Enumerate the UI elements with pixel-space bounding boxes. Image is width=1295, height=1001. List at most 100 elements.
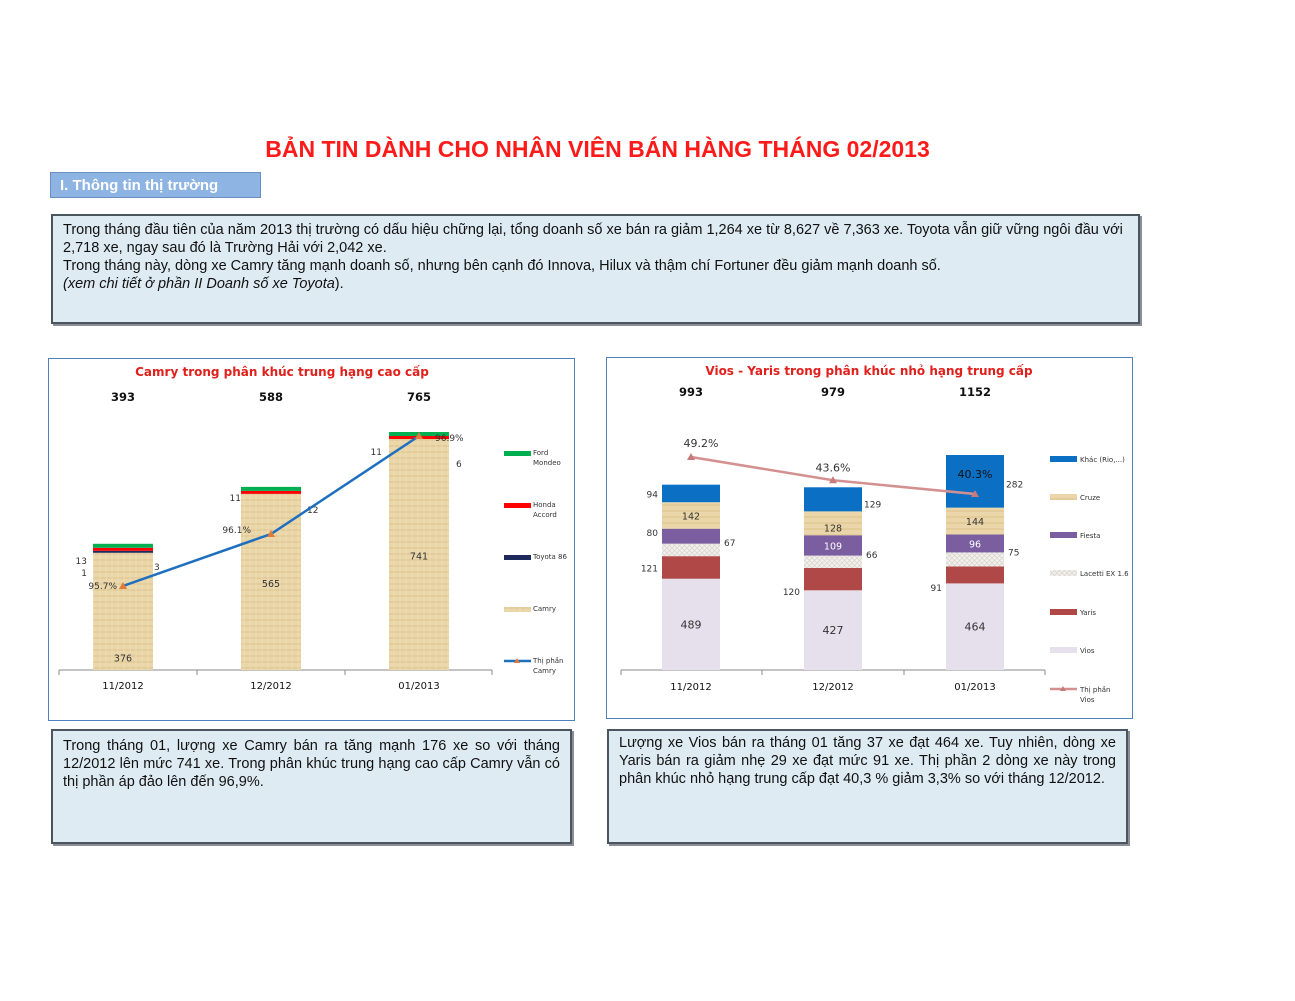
label-camry-2: 741 bbox=[410, 552, 428, 563]
label-fiesta-2: 96 bbox=[969, 539, 981, 550]
legend-marker-4 bbox=[514, 658, 520, 663]
bar-lacetti-ex-1-6-2 bbox=[946, 552, 1004, 567]
x-tick-label-2: 01/2013 bbox=[954, 682, 996, 693]
total-2: 1152 bbox=[959, 385, 991, 399]
label-honda-accord-1: 12 bbox=[307, 506, 318, 516]
label-toyota86-0: 1 bbox=[81, 569, 87, 579]
legend-swatch-5 bbox=[1050, 647, 1077, 653]
share-point-0 bbox=[119, 582, 127, 589]
label-cruze-0: 142 bbox=[682, 511, 700, 522]
legend-label-4: Yaris bbox=[1079, 609, 1096, 617]
share-label-2: 96.9% bbox=[435, 434, 464, 444]
share-label-1: 96.1% bbox=[222, 526, 251, 536]
legend-label-0-b: Mondeo bbox=[533, 459, 561, 467]
label-cruze-2: 144 bbox=[966, 517, 984, 528]
bar-vios-0 bbox=[662, 578, 720, 670]
camry-segment-chart: Camry trong phân khúc trung hạng cao cấp… bbox=[58, 365, 568, 692]
legend-label-6: Thị phần bbox=[1079, 686, 1111, 694]
bar-yaris-2 bbox=[946, 566, 1004, 584]
x-tick-label-0: 11/2012 bbox=[102, 681, 144, 692]
label-camry-1: 565 bbox=[262, 579, 280, 590]
x-tick-label-1: 12/2012 bbox=[812, 682, 854, 693]
bar-fiesta-0 bbox=[662, 528, 720, 544]
legend-swatch-3 bbox=[1050, 570, 1077, 576]
share-label-1: 43.6% bbox=[816, 461, 851, 474]
bar-cruze-1 bbox=[804, 511, 862, 536]
legend-label-4: Thị phần bbox=[532, 657, 564, 665]
legend-label-4-b: Camry bbox=[533, 667, 556, 675]
legend-swatch-1 bbox=[504, 503, 531, 508]
label-yaris-1: 120 bbox=[783, 588, 800, 598]
legend-label-6-b: Vios bbox=[1080, 696, 1095, 704]
share-point-1 bbox=[829, 476, 837, 484]
camry-note-box: Trong tháng 01, lượng xe Camry bán ra tă… bbox=[51, 729, 572, 844]
intro-reference: (xem chi tiết ở phần II Doanh số xe Toyo… bbox=[63, 276, 335, 292]
label-ford-mondeo-2: 11 bbox=[371, 448, 382, 458]
legend-swatch-3 bbox=[504, 607, 531, 612]
label-vios-2: 464 bbox=[965, 621, 986, 634]
label-khac-1: 129 bbox=[864, 500, 881, 510]
section-heading-market-info: I. Thông tin thị trường bbox=[50, 172, 261, 198]
intro-paragraph-1: Trong tháng đầu tiên của năm 2013 thị tr… bbox=[63, 222, 1123, 256]
share-label-0: 95.7% bbox=[88, 582, 117, 592]
total-1: 588 bbox=[259, 390, 283, 404]
intro-paragraph-2: Trong tháng này, dòng xe Camry tăng mạnh… bbox=[63, 258, 941, 274]
total-1: 979 bbox=[821, 385, 845, 399]
intro-reference-tail: ). bbox=[334, 276, 344, 292]
share-point-2 bbox=[415, 432, 423, 439]
label-camry-0: 376 bbox=[114, 653, 132, 664]
bar-lacetti-ex-1-6-0 bbox=[662, 543, 720, 557]
label-honda-accord-2: 6 bbox=[456, 460, 462, 470]
bar-vios-1 bbox=[804, 590, 862, 670]
bar-yaris-0 bbox=[662, 556, 720, 579]
bar-fiesta-2 bbox=[946, 534, 1004, 553]
chart-title: Vios - Yaris trong phân khúc nhỏ hạng tr… bbox=[705, 364, 1033, 378]
label-lacetti-1: 66 bbox=[866, 551, 878, 561]
market-intro-box: Trong tháng đầu tiên của năm 2013 thị tr… bbox=[51, 214, 1140, 324]
label-fiesta-1: 109 bbox=[824, 541, 842, 552]
legend-label-1: Cruze bbox=[1080, 494, 1100, 502]
share-point-0 bbox=[687, 453, 695, 460]
bar-kh-c-rio-1 bbox=[804, 487, 862, 512]
legend-label-1-b: Accord bbox=[533, 511, 557, 519]
share-point-1 bbox=[267, 530, 275, 537]
bar-camry-2 bbox=[389, 439, 449, 670]
legend-marker-6 bbox=[1060, 686, 1066, 691]
label-vios-0: 489 bbox=[681, 618, 702, 631]
label-yaris-2: 91 bbox=[931, 584, 942, 594]
bar-camry-1 bbox=[241, 493, 301, 670]
bar-cruze-2 bbox=[946, 507, 1004, 535]
legend-label-5: Vios bbox=[1080, 647, 1095, 655]
intro-paragraph-3: (xem chi tiết ở phần II Doanh số xe Toyo… bbox=[63, 275, 1128, 293]
legend-label-0: Khác (Rio,...) bbox=[1080, 456, 1125, 464]
x-tick-label-1: 12/2012 bbox=[250, 681, 292, 692]
share-point-2 bbox=[971, 490, 979, 497]
camry-chart-frame: Camry trong phân khúc trung hạng cao cấp… bbox=[48, 358, 575, 721]
legend-label-1: Honda bbox=[533, 501, 556, 509]
x-tick-label-0: 11/2012 bbox=[670, 682, 712, 693]
bar-kh-c-rio-2 bbox=[946, 455, 1004, 508]
legend-swatch-2 bbox=[1050, 532, 1077, 538]
bar-fiesta-1 bbox=[804, 535, 862, 556]
total-0: 393 bbox=[111, 390, 135, 404]
bar-honda-accord-1 bbox=[241, 490, 301, 494]
bar-vios-2 bbox=[946, 583, 1004, 670]
label-yaris-0: 121 bbox=[641, 564, 658, 574]
legend-label-3: Camry bbox=[533, 605, 556, 613]
vios-yaris-segment-chart: Vios - Yaris trong phân khúc nhỏ hạng tr… bbox=[620, 364, 1129, 704]
bar-camry-0 bbox=[93, 552, 153, 670]
vios-yaris-note-box: Lượng xe Vios bán ra tháng 01 tăng 37 xe… bbox=[607, 729, 1128, 844]
bar-lacetti-ex-1-6-1 bbox=[804, 555, 862, 568]
legend-swatch-0 bbox=[1050, 456, 1077, 462]
legend-swatch-4 bbox=[1050, 609, 1077, 615]
bar-toyota86-0 bbox=[93, 550, 153, 553]
bar-honda-accord-0 bbox=[93, 547, 153, 551]
legend-swatch-0 bbox=[504, 451, 531, 456]
bar-kh-c-rio-0 bbox=[662, 484, 720, 503]
bar-cruze-0 bbox=[662, 502, 720, 529]
bar-ford-mondeo-0 bbox=[93, 543, 153, 548]
share-label-0: 49.2% bbox=[684, 437, 719, 450]
bar-yaris-1 bbox=[804, 567, 862, 591]
label-lacetti-0: 67 bbox=[724, 539, 735, 549]
bar-ford-mondeo-1 bbox=[241, 486, 301, 491]
